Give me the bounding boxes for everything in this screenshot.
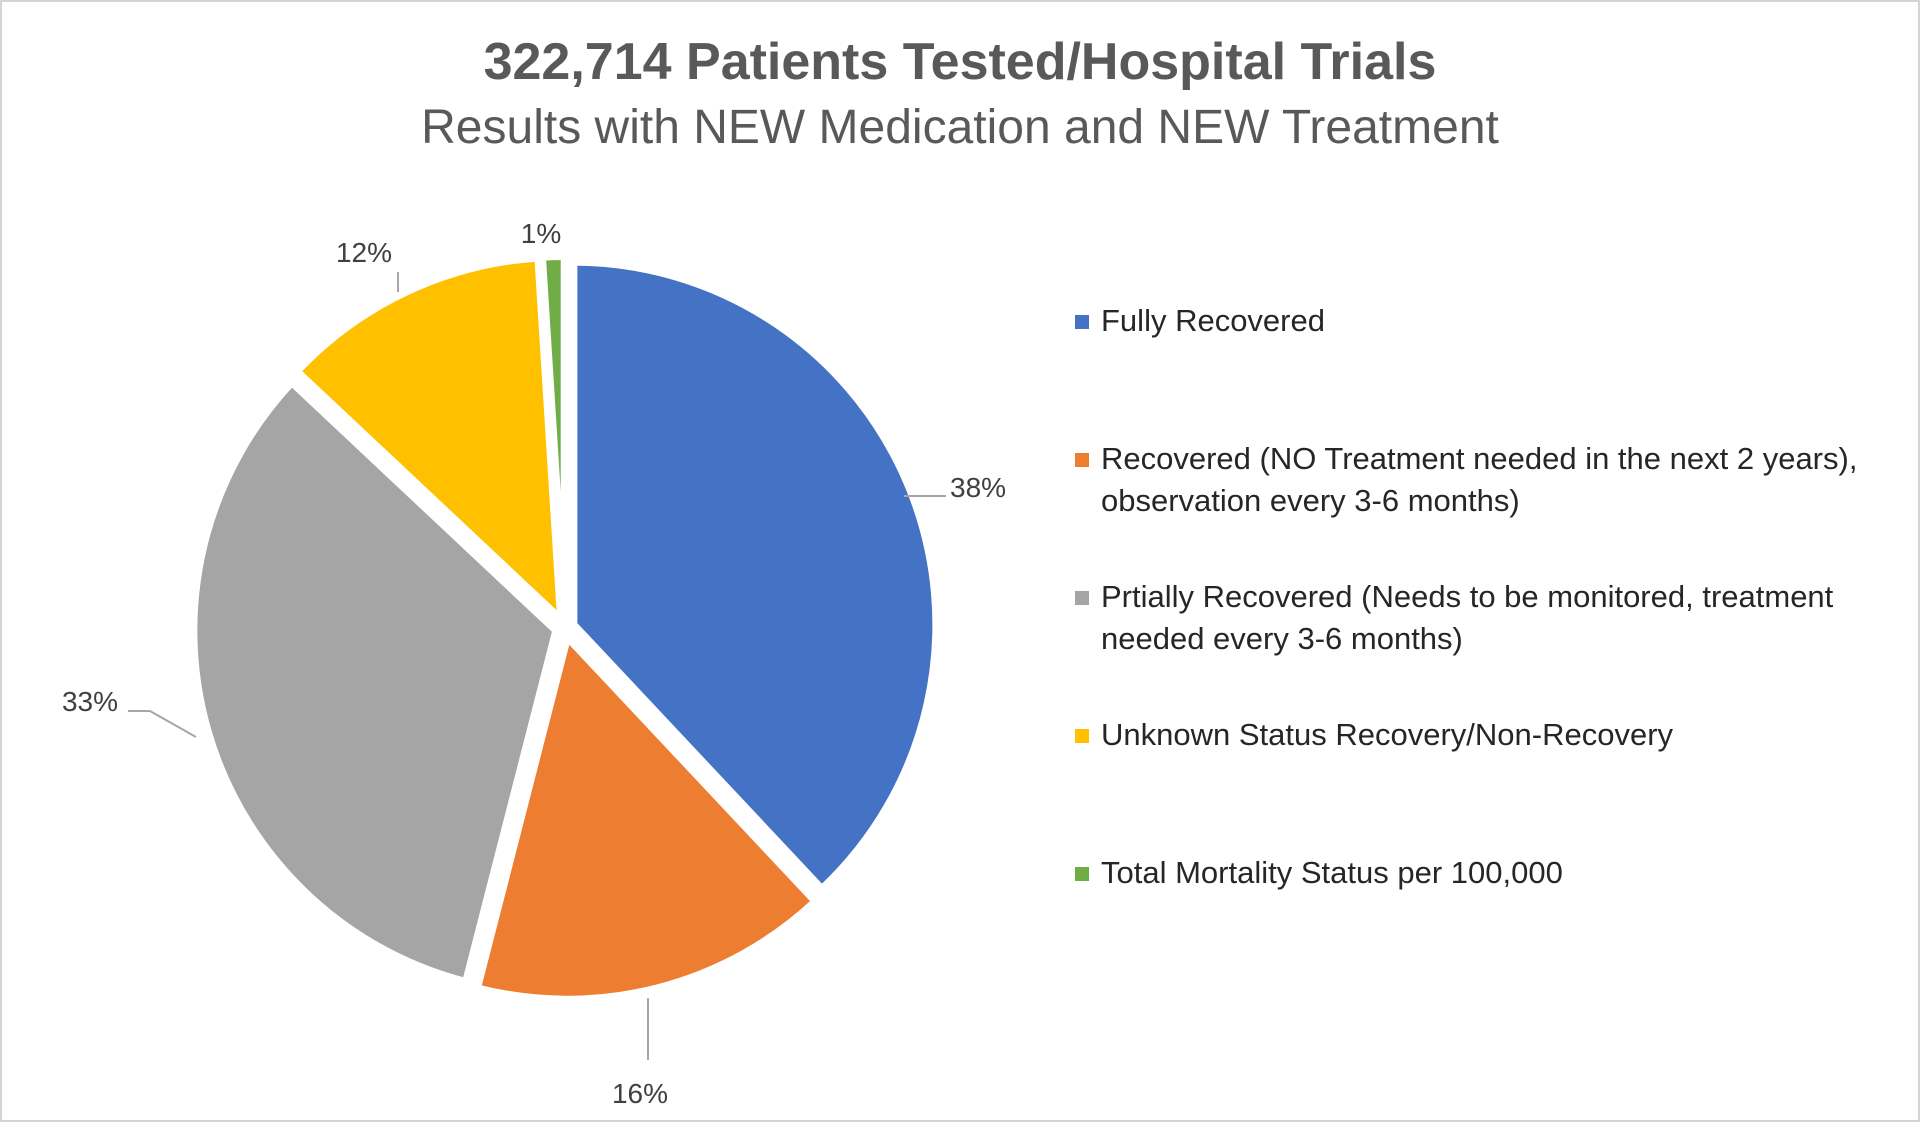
legend-swatch xyxy=(1075,867,1089,881)
legend-swatch xyxy=(1075,453,1089,467)
data-label: 33% xyxy=(62,686,118,717)
legend-swatch xyxy=(1075,729,1089,743)
legend-item-recovered: Recovered (NO Treatment needed in the ne… xyxy=(1075,438,1915,522)
pie-slice xyxy=(537,252,569,624)
legend-label: Fully Recovered xyxy=(1101,303,1325,338)
data-label: 16% xyxy=(612,1078,668,1109)
legend-label: Recovered (NO Treatment needed in the ne… xyxy=(1101,441,1858,518)
legend-swatch xyxy=(1075,315,1089,329)
pie-slice xyxy=(189,378,561,987)
chart-title: 322,714 Patients Tested/Hospital Trials xyxy=(483,33,1437,91)
legend-item-unknown-status: Unknown Status Recovery/Non-Recovery xyxy=(1075,714,1915,756)
legend-label: Prtially Recovered (Needs to be monitore… xyxy=(1101,579,1834,656)
legend: Fully Recovered Recovered (NO Treatment … xyxy=(1075,300,1915,894)
legend-item-fully-recovered: Fully Recovered xyxy=(1075,300,1915,342)
legend-item-total-mortality: Total Mortality Status per 100,000 xyxy=(1075,852,1915,894)
pie-slice xyxy=(472,632,820,1004)
legend-label: Total Mortality Status per 100,000 xyxy=(1101,855,1563,890)
leader-line xyxy=(128,710,197,738)
data-label: 12% xyxy=(336,237,392,268)
pie-slice xyxy=(569,257,941,894)
pie-slice xyxy=(292,253,566,624)
chart-subtitle: Results with NEW Medication and NEW Trea… xyxy=(421,101,1499,154)
data-label: 1% xyxy=(521,218,561,249)
legend-label: Unknown Status Recovery/Non-Recovery xyxy=(1101,717,1674,752)
legend-item-partially-recovered: Prtially Recovered (Needs to be monitore… xyxy=(1075,576,1915,660)
legend-swatch xyxy=(1075,591,1089,605)
data-label: 38% xyxy=(950,472,1006,503)
